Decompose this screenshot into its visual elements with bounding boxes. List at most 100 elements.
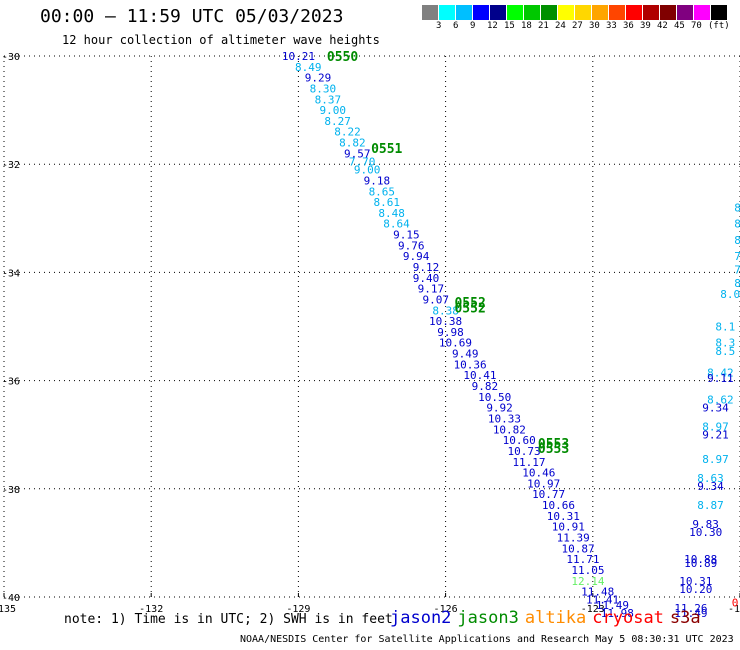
swh-label: 10.97 [527,477,560,490]
swh-label: 10.38 [429,315,462,328]
swh-label: 11.17 [512,456,545,469]
swh-label: 10.50 [478,391,511,404]
legend-swatch [456,5,473,20]
satellite-altika: altika [524,608,587,628]
legend-label: 12 [487,21,498,31]
swh-label: 9.18 [364,174,391,187]
swh-label: 8.61 [373,196,400,209]
legend-label: 15 [504,21,515,31]
swh-label: 8.65 [369,185,396,198]
legend-swatch [473,5,490,20]
legend-swatch [609,5,626,20]
swh-label: 11.48 [581,586,614,599]
swh-label: 10.69 [439,337,472,350]
swh-label: 10.91 [552,521,585,534]
swh-label: 11.71 [566,553,599,566]
swh-label: 9.21 [702,429,729,442]
swh-label: 11.49 [674,607,707,620]
swh-label: 9.94 [403,250,430,263]
satellite-jason3: jason3 [457,608,519,628]
time-label: 0552 [454,302,485,317]
swh-label: 8.22 [334,126,361,139]
swh-label: 10.21 [282,50,315,63]
swh-label: 8.0 [720,288,740,301]
footer-credit: NOAA/NESDIS Center for Satellite Applica… [240,634,734,645]
legend-swatch [626,5,643,20]
swh-label: 12.14 [571,575,604,588]
legend-swatch [694,5,711,20]
swh-label: 9.11 [707,372,734,385]
time-label: 0550 [327,50,358,65]
swh-label: 10.66 [542,499,575,512]
swh-label: 10.41 [463,369,496,382]
swh-label: 9.17 [418,283,445,296]
swh-label: 10.46 [522,467,555,480]
swh-label: 8 [734,201,740,214]
swh-label: 9.57 [344,147,371,160]
swh-label: 8.49 [295,61,322,74]
swh-label: 9.00 [319,104,346,117]
swh-label: 10.60 [503,434,536,447]
time-label: 0553 [538,442,569,457]
swh-label: 8.5 [715,345,735,358]
swh-label: 10.36 [454,358,487,371]
legend-label: 42 [657,21,668,31]
legend-label: 36 [623,21,634,31]
swh-label: 8 [734,234,740,247]
swh-label: 7 [734,250,740,263]
swh-label: 9.92 [486,402,513,415]
swh-label: 9.40 [413,272,440,285]
units-note: note: 1) Time is in UTC; 2) SWH is in fe… [64,612,393,627]
legend-label: 45 [674,21,685,31]
legend-label: 3 [436,21,442,31]
satellite-jason2: jason2 [390,608,452,628]
swh-label: 10.77 [532,488,565,501]
x-tick-label: -129 [286,604,310,615]
legend-label: 27 [572,21,583,31]
swh-label: 8.87 [697,499,724,512]
page-subtitle: 12 hour collection of altimeter wave hei… [62,33,380,47]
swh-label: 11.41 [586,594,619,607]
swh-label: 10.31 [679,575,712,588]
swh-label: 8.38 [432,304,459,317]
legend-swatch [575,5,592,20]
y-tick-label: -40 [2,593,20,604]
swh-label: 10.88 [684,553,717,566]
swh-label: 11.98 [601,607,634,620]
swh-label: 9.82 [472,380,499,393]
swh-label: 10.31 [547,510,580,523]
legend-swatch [524,5,541,20]
legend-label: 70 [691,21,702,31]
swh-label: 10.30 [689,526,722,539]
swh-label: 11.39 [557,531,590,544]
legend-swatch [490,5,507,20]
legend-label: 9 [470,21,476,31]
color-legend [422,5,728,20]
swh-label: 11.05 [571,564,604,577]
swh-label: 10.33 [488,412,521,425]
legend-swatch [439,5,456,20]
swh-label: 8 [734,218,740,231]
swh-label: 9.29 [305,72,332,85]
swh-label: 8.42 [707,366,734,379]
swh-label: 10.82 [493,423,526,436]
time-label: 0551 [371,142,402,157]
legend-swatch [643,5,660,20]
swh-label: 8.97 [702,453,729,466]
x-tick-label: -123 [581,604,605,615]
swh-label: 9.07 [423,293,450,306]
satellite-s3a: s3a [669,608,701,628]
swh-label: 9.15 [393,229,420,242]
y-tick-label: -34 [2,268,20,279]
legend-swatch [422,5,439,20]
swh-label: 9.98 [437,326,464,339]
swh-label: 7 [734,264,740,277]
legend-swatch [592,5,609,20]
swh-label: 8 [734,277,740,290]
x-tick-label: -132 [139,604,163,615]
swh-label: 8.63 [697,472,724,485]
legend-swatch [507,5,524,20]
legend-label: 6 [453,21,459,31]
y-tick-label: -38 [2,485,20,496]
